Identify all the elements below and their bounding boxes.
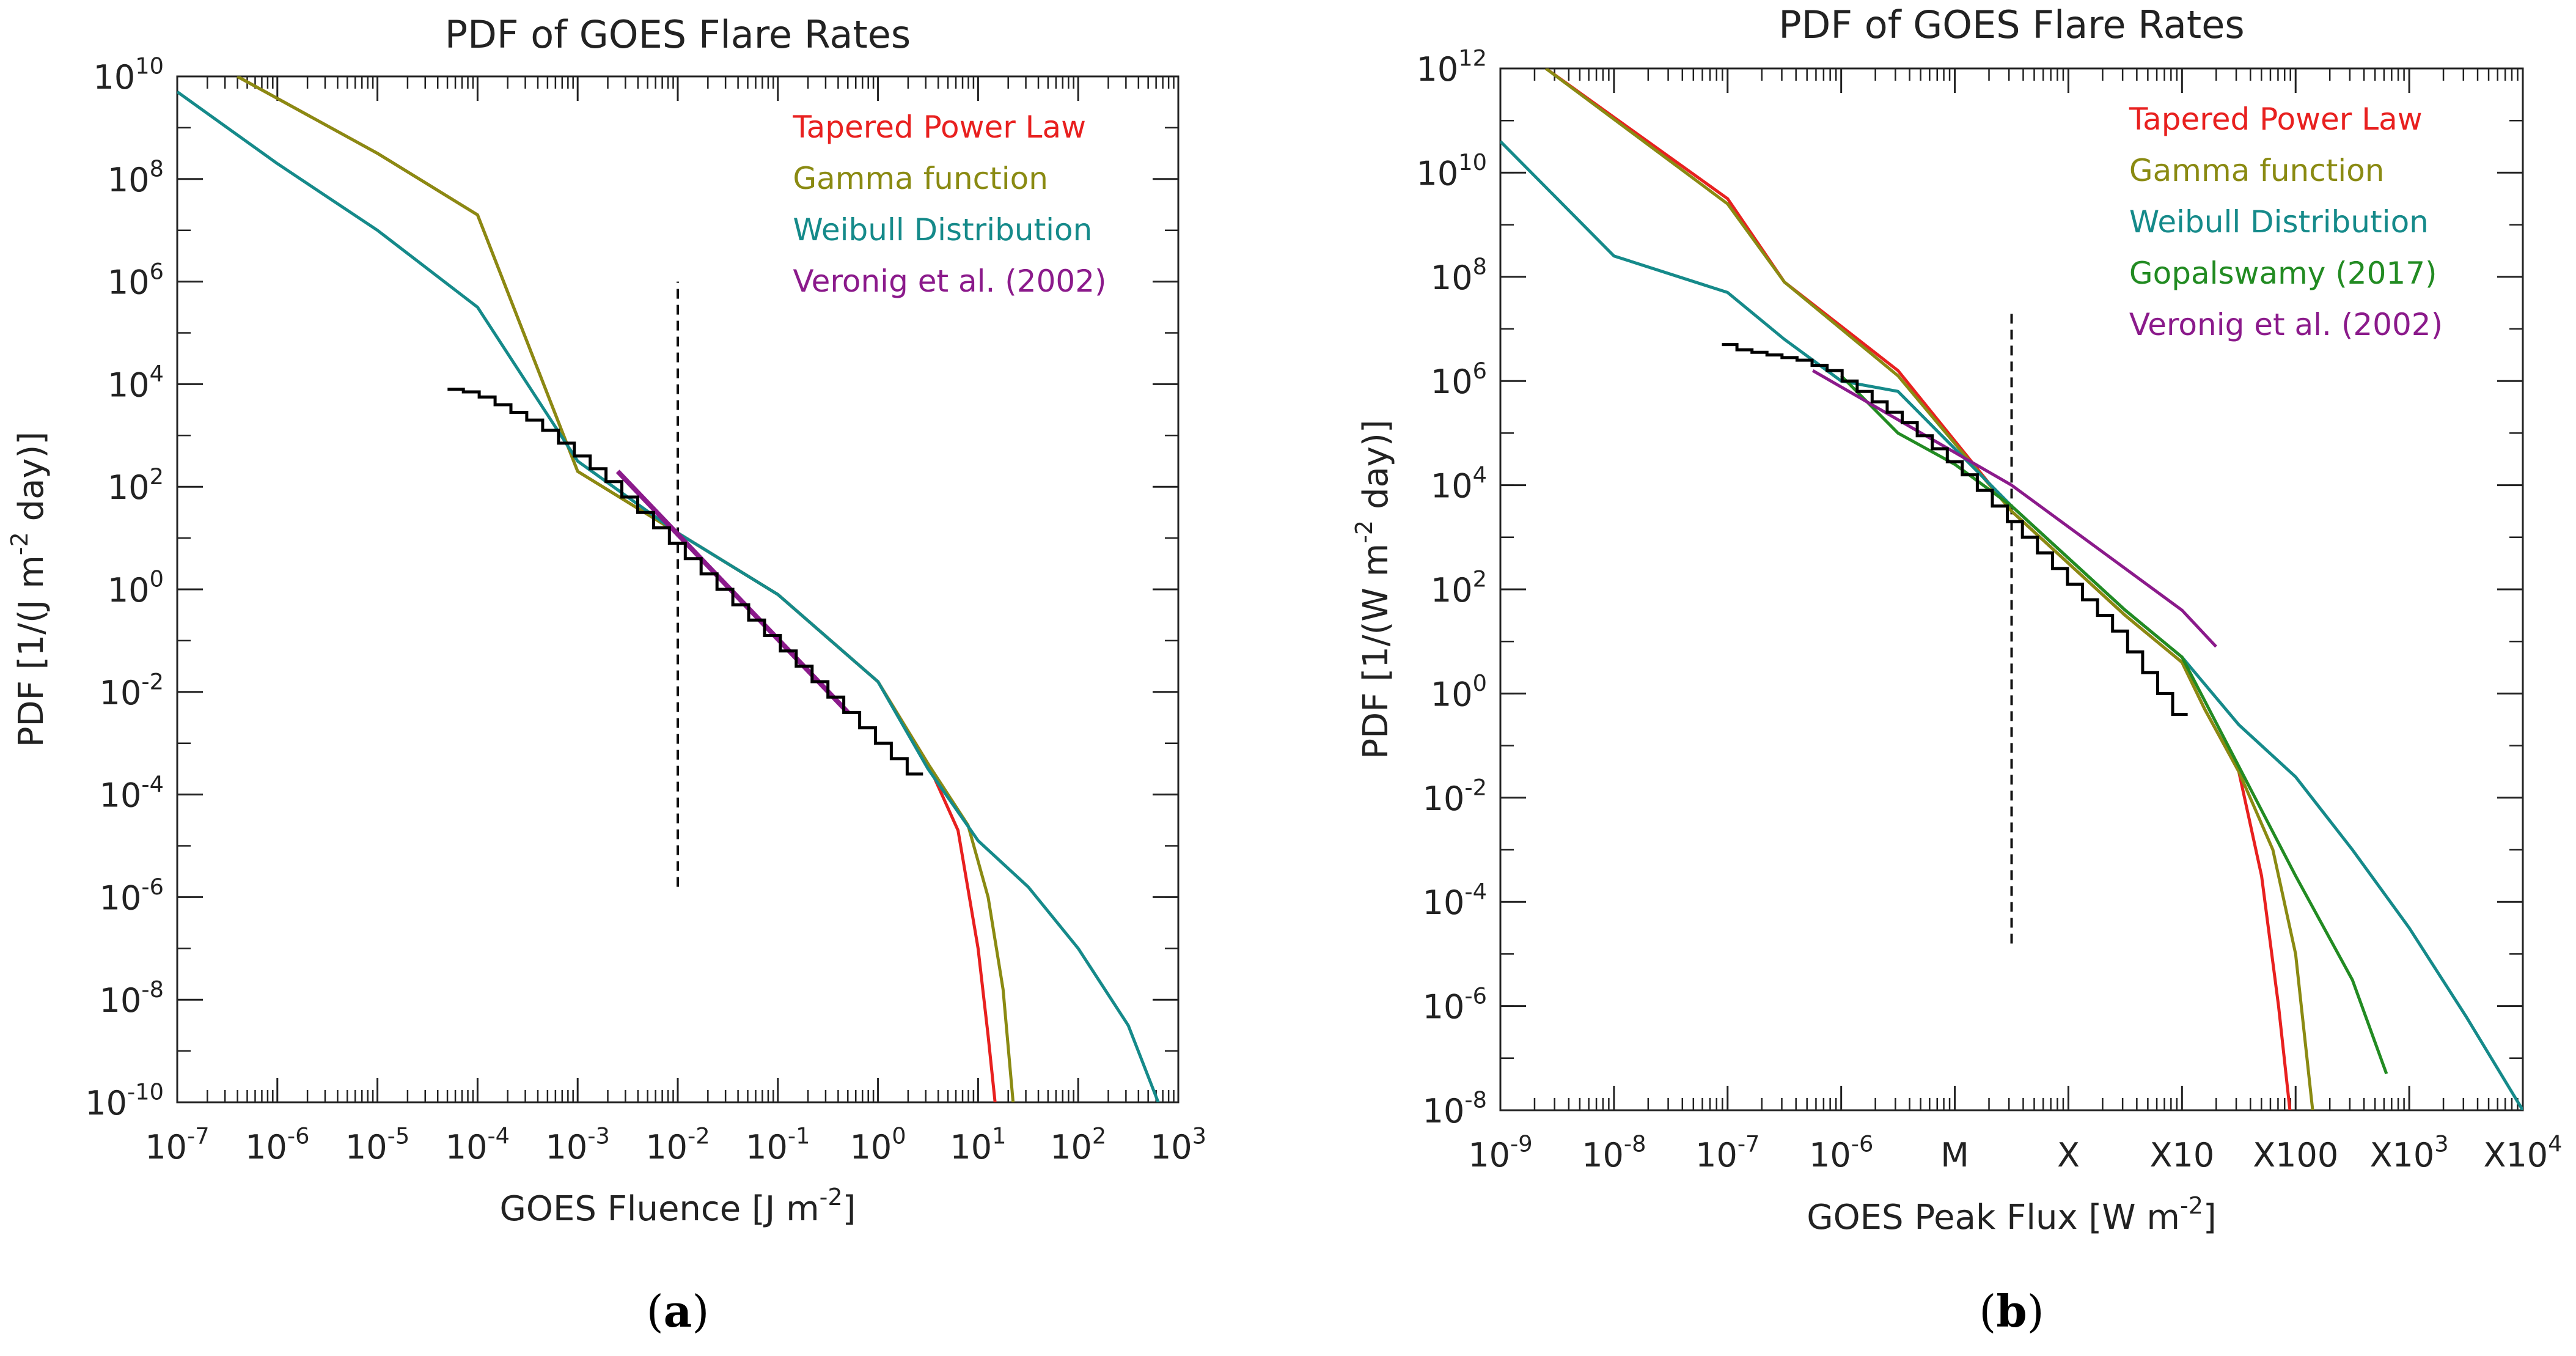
x-tick-label: X100 — [2253, 1136, 2338, 1174]
x-tick-label: 10-5 — [345, 1123, 409, 1166]
x-tick-label: M — [1940, 1136, 1969, 1174]
series-line-veronig-et-al-2002 — [1811, 369, 2217, 648]
y-tick-label: 104 — [1431, 462, 1487, 505]
series-line-gopalswamy-2017 — [1840, 374, 2388, 1075]
observed-histogram — [1722, 343, 2188, 716]
y-tick-label: 106 — [108, 258, 164, 301]
legend-entry: Gopalswamy (2017) — [2129, 256, 2437, 291]
panel-label: (a) — [647, 1285, 710, 1337]
y-tick-label: 10-2 — [1423, 775, 1487, 818]
y-tick-label: 1010 — [1417, 149, 1487, 193]
y-tick-label: 102 — [108, 463, 164, 507]
plot-area — [1500, 68, 2523, 1110]
x-tick-label: 10-1 — [746, 1123, 810, 1166]
x-tick-label: X — [2057, 1136, 2080, 1174]
panel-label: (b) — [1979, 1285, 2044, 1337]
x-tick-label: 102 — [1050, 1123, 1106, 1166]
x-tick-label: 10-7 — [145, 1123, 209, 1166]
x-tick-label: X10 — [2149, 1136, 2214, 1174]
chart-panel-a: PDF of GOES Flare Rates 10-7 10-6 10-5 10-4 1… — [6, 12, 1206, 1337]
y-tick-label: 1012 — [1417, 45, 1487, 89]
x-tick-label: 101 — [950, 1123, 1006, 1166]
y-tick-label: 102 — [1431, 566, 1487, 610]
y-tick-label: 108 — [108, 156, 164, 199]
x-tick-label: 10-7 — [1695, 1131, 1760, 1174]
x-tick-label: 10-2 — [645, 1123, 710, 1166]
legend-entry: Weibull Distribution — [2129, 204, 2429, 240]
x-tick-label: 10-9 — [1468, 1131, 1532, 1174]
y-tick-label: 100 — [108, 566, 164, 610]
legend-entry: Veronig et al. (2002) — [2129, 307, 2443, 342]
legend-entry: Gamma function — [2129, 153, 2385, 188]
y-tick-label: 10-4 — [100, 771, 164, 814]
y-tick-label: 106 — [1431, 358, 1487, 401]
x-tick-label: 10-6 — [245, 1123, 309, 1166]
y-tick-label: 1010 — [94, 53, 164, 97]
y-tick-label: 100 — [1431, 670, 1487, 713]
legend-entry: Weibull Distribution — [793, 212, 1092, 248]
y-tick-label: 10-10 — [85, 1079, 164, 1122]
x-tick-label: 10-6 — [1809, 1131, 1873, 1174]
y-tick-label: 10-2 — [100, 669, 164, 712]
legend-entry: Veronig et al. (2002) — [793, 263, 1106, 299]
y-tick-label: 10-4 — [1423, 879, 1487, 922]
y-tick-label: 108 — [1431, 254, 1487, 297]
series-line-weibull-distribution — [177, 90, 1160, 1102]
y-tick-label: 104 — [108, 361, 164, 404]
y-axis-label: PDF [1/(J m-2 day)] — [6, 432, 51, 747]
y-tick-label: 10-6 — [1423, 982, 1487, 1026]
plot-area — [177, 76, 1160, 1102]
chart-title: PDF of GOES Flare Rates — [445, 12, 911, 57]
observed-histogram — [447, 388, 923, 776]
x-tick-label: X103 — [2370, 1131, 2449, 1174]
chart-title: PDF of GOES Flare Rates — [1778, 2, 2244, 47]
x-tick-label: 100 — [850, 1123, 906, 1166]
legend-entry: Tapered Power Law — [792, 109, 1086, 145]
x-tick-label: 10-4 — [446, 1123, 510, 1166]
x-tick-label: 10-8 — [1582, 1131, 1646, 1174]
y-tick-label: 10-8 — [100, 976, 164, 1020]
legend: Tapered Power Law Gamma function Weibull D… — [792, 109, 1106, 299]
series-line-gamma-function — [1544, 68, 2314, 1110]
legend: Tapered Power Law Gamma function Weibull D… — [2129, 101, 2443, 342]
x-axis-label: GOES Peak Flux [W m-2] — [1807, 1192, 2217, 1237]
legend-entry: Tapered Power Law — [2129, 101, 2423, 137]
legend-entry: Gamma function — [793, 161, 1048, 196]
x-tick-label: 10-3 — [546, 1123, 610, 1166]
x-tick-label: 103 — [1150, 1123, 1206, 1166]
x-axis-label: GOES Fluence [J m-2] — [500, 1184, 856, 1229]
y-axis-label: PDF [1/(W m-2 day)] — [1351, 419, 1396, 759]
y-tick-label: 10-6 — [100, 874, 164, 917]
y-tick-label: 10-8 — [1423, 1087, 1487, 1130]
x-tick-label: X104 — [2483, 1131, 2562, 1174]
